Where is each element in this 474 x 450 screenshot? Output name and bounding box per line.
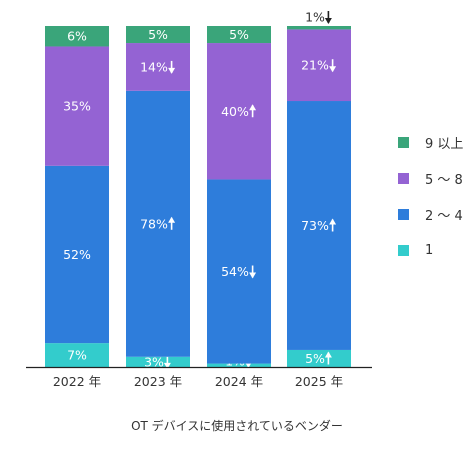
bar-2-trend-arrow-1 xyxy=(249,265,257,279)
x-tick-label-3: 2025 年 xyxy=(295,374,343,389)
bar-1-trend-arrow-1 xyxy=(168,216,176,230)
bar-3-trend-arrow-3-head xyxy=(324,18,332,24)
bar-1-trend-arrow-2 xyxy=(168,60,176,74)
bar-3-segment-3 xyxy=(287,26,351,30)
bar-0-label-0: 7% xyxy=(67,348,87,363)
bar-1-label-0: 3% xyxy=(144,354,164,369)
bar-3-segment-2 xyxy=(287,29,351,102)
bar-0-label-2: 35% xyxy=(63,99,91,114)
legend-swatch-9-plus xyxy=(398,136,409,148)
legend-swatch-2-4 xyxy=(398,208,409,220)
x-axis-title: OT デバイスに使用されているベンダー xyxy=(131,419,343,433)
bar-1-segment-3 xyxy=(126,26,190,44)
bar-3-label-0: 5% xyxy=(305,351,325,366)
bar-2-segment-3 xyxy=(207,26,271,44)
legend: 9 以上 5 ～ 8 2 ～ 4 1 xyxy=(398,124,463,268)
bar-3-label-1: 73% xyxy=(301,218,329,233)
bar-3-label-3: 1% xyxy=(305,10,325,25)
bar-1-segment-1 xyxy=(126,90,190,357)
legend-swatch-5-8 xyxy=(398,172,409,184)
bar-1-trend-arrow-1-head xyxy=(168,216,176,223)
legend-label-5-8: 5 ～ 8 xyxy=(425,172,463,188)
bar-1-segment-0 xyxy=(126,356,190,367)
bar-1-trend-arrow-2-head xyxy=(168,67,176,74)
legend-label-9-plus: 9 以上 xyxy=(425,136,464,152)
bar-2-trend-arrow-1-head xyxy=(249,272,257,279)
bar-3-trend-arrow-2-head xyxy=(329,66,337,73)
bar-2-label-1: 54% xyxy=(221,264,249,279)
legend-item-2-4: 2 ～ 4 xyxy=(398,196,463,232)
legend-item-5-8: 5 ～ 8 xyxy=(398,160,463,196)
bar-0-segment-2 xyxy=(45,46,109,166)
x-tick-label-1: 2023 年 xyxy=(134,374,182,389)
bar-3-label-2: 21% xyxy=(301,58,329,73)
bar-0-label-1: 52% xyxy=(63,247,91,262)
bar-3-trend-arrow-1 xyxy=(329,218,337,232)
legend-label-1: 1 xyxy=(425,242,434,258)
bar-3-trend-arrow-0-head xyxy=(324,351,332,358)
bar-1-label-2: 14% xyxy=(140,59,168,74)
bar-3-segment-1 xyxy=(287,101,351,350)
bar-1-label-1: 78% xyxy=(140,216,168,231)
bar-2-segment-1 xyxy=(207,179,271,364)
bar-0-segment-3 xyxy=(45,26,109,47)
bar-2-segment-2 xyxy=(207,43,271,180)
bar-2-label-2: 40% xyxy=(221,104,249,119)
legend-swatch-1 xyxy=(398,244,409,256)
bar-3-trend-arrow-0 xyxy=(324,351,332,365)
bar-1-label-3: 5% xyxy=(148,27,168,42)
bar-2-label-3: 5% xyxy=(229,27,249,42)
bar-1-trend-arrow-0 xyxy=(163,355,171,369)
bar-2-trend-arrow-2-head xyxy=(249,104,257,111)
bar-0-segment-0 xyxy=(45,343,109,367)
bar-0-segment-1 xyxy=(45,165,109,344)
bar-2-segment-0 xyxy=(207,363,271,367)
bar-1-segment-2 xyxy=(126,43,190,91)
legend-item-9-plus: 9 以上 xyxy=(398,124,463,160)
legend-item-1: 1 xyxy=(398,232,463,268)
bar-3-segment-0 xyxy=(287,349,351,367)
bar-0-label-3: 6% xyxy=(67,29,87,44)
x-tick-label-2: 2024 年 xyxy=(215,374,263,389)
x-tick-label-0: 2022 年 xyxy=(53,374,101,389)
bar-1-trend-arrow-0-head xyxy=(163,362,171,369)
bar-3-trend-arrow-1-head xyxy=(329,218,337,225)
legend-label-2-4: 2 ～ 4 xyxy=(425,208,463,224)
bar-3-trend-arrow-3 xyxy=(324,11,332,24)
bar-2-trend-arrow-2 xyxy=(249,104,257,118)
bar-3-trend-arrow-2 xyxy=(329,59,337,73)
